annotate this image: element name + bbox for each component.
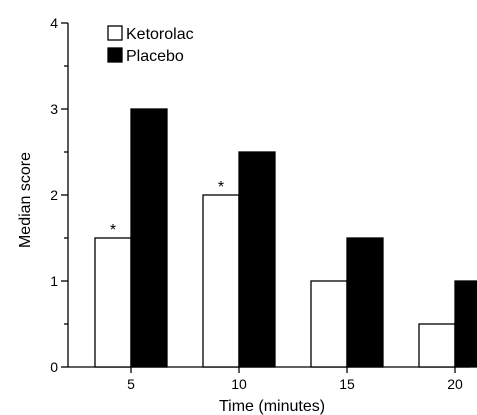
y-tick-label: 3 — [50, 101, 58, 117]
legend-swatch-ketorolac — [107, 25, 123, 41]
y-tick-label: 2 — [50, 187, 58, 203]
x-tick-label: 20 — [447, 376, 463, 392]
bars — [94, 108, 477, 368]
x-tick-label: 5 — [127, 376, 135, 392]
y-axis-title: Median score — [17, 152, 34, 248]
y-tick-label: 4 — [50, 15, 58, 31]
x-tick-label: 10 — [231, 376, 247, 392]
x-axis-title: Time (minutes) — [219, 398, 325, 415]
legend-swatch-placebo — [107, 47, 123, 63]
legend-label-placebo: Placebo — [126, 48, 184, 65]
bar-ketorolac-10 — [202, 194, 240, 368]
bar-placebo-5 — [130, 108, 168, 368]
y-tick-label: 1 — [50, 273, 58, 289]
bar-placebo-20 — [454, 280, 477, 368]
x-axis: 5 10 15 20 — [68, 366, 470, 392]
legend-label-ketorolac: Ketorolac — [126, 26, 194, 43]
bar-ketorolac-15 — [310, 280, 348, 368]
bar-placebo-10 — [238, 151, 276, 368]
significance-asterisk: * — [218, 179, 224, 196]
bar-placebo-15 — [346, 237, 384, 368]
bar-annotations: ** — [110, 179, 224, 239]
bar-ketorolac-5 — [94, 237, 132, 368]
significance-asterisk: * — [110, 222, 116, 239]
bar-ketorolac-20 — [418, 323, 456, 368]
y-tick-label: 0 — [50, 359, 58, 375]
legend: Ketorolac Placebo — [107, 25, 194, 65]
y-axis: 0 1 2 3 4 — [50, 15, 69, 375]
x-tick-label: 15 — [339, 376, 355, 392]
